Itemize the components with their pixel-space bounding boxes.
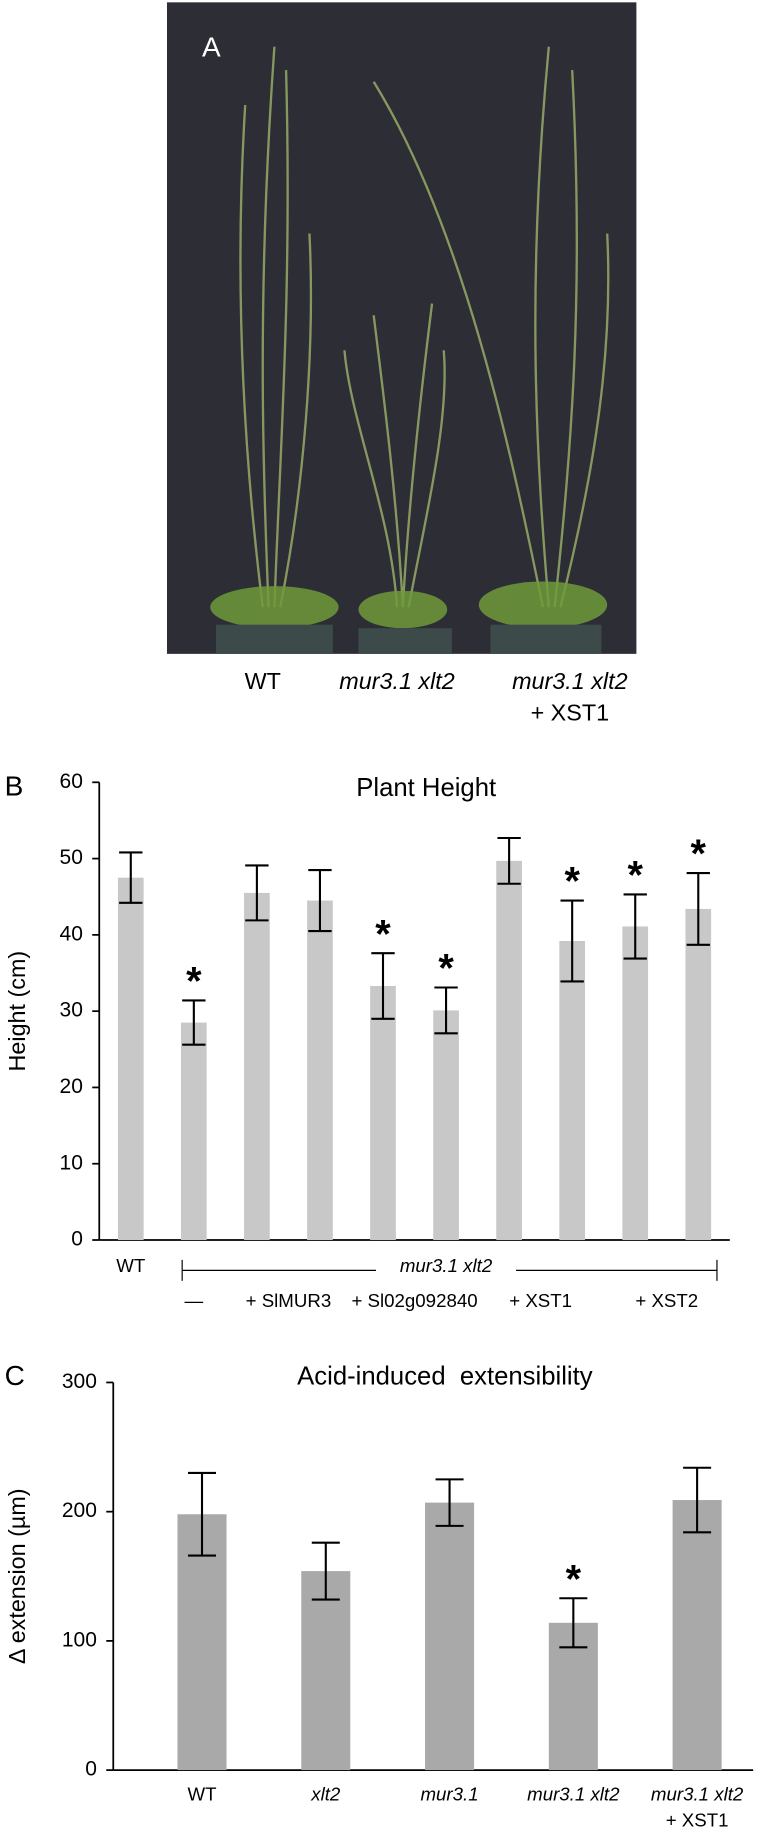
error-bar (497, 836, 521, 885)
rosettes (210, 581, 608, 629)
significance-marker: * (375, 912, 391, 956)
y-tick-label: 40 (60, 922, 83, 945)
x-tick-label: + Sl02g092840 (351, 1290, 477, 1311)
y-tick-label: 0 (85, 1758, 97, 1781)
y-tick-label: 300 (62, 1370, 97, 1393)
photo: A (166, 2, 637, 654)
y-tick-label: 60 (60, 770, 83, 793)
bar (117, 877, 144, 1241)
photo-label: mur3.1 xlt2 (512, 668, 627, 694)
panel-label: A (202, 31, 221, 62)
error-bar (311, 1541, 340, 1601)
photo-label: mur3.1 xlt2 (339, 668, 454, 694)
significance-marker: * (627, 854, 643, 898)
bar (301, 1571, 351, 1771)
panel-label: B (5, 771, 24, 802)
x-tick-label: + XST1 (509, 1290, 572, 1311)
y-axis-label: Δ extension (µm) (4, 1488, 30, 1664)
error-bar (308, 868, 332, 933)
bar (307, 900, 333, 1241)
bar (559, 940, 586, 1241)
x-tick-label: xlt2 (310, 1784, 341, 1805)
x-tick-label: mur3.1 (420, 1784, 478, 1805)
y-tick-label: 10 (60, 1151, 83, 1174)
bar (425, 1502, 475, 1771)
error-bar (623, 893, 647, 960)
error-bar (187, 1471, 217, 1557)
bar (433, 1010, 459, 1241)
significance-marker: * (564, 860, 580, 904)
significance-marker: * (186, 960, 202, 1004)
pots (216, 624, 602, 654)
x-tick-label: + SlMUR3 (246, 1290, 332, 1311)
bar (180, 1022, 207, 1241)
chart-title: Plant Height (356, 774, 496, 802)
group-label-bg (375, 1258, 517, 1283)
photo-label: WT (245, 668, 281, 694)
y-axis-label: Height (cm) (4, 951, 30, 1072)
error-bar (560, 899, 584, 983)
error-bar (371, 952, 395, 1020)
bar (496, 860, 522, 1241)
group-label: mur3.1 xlt2 (400, 1255, 493, 1276)
x-tick-label: WT (116, 1255, 145, 1276)
x-tick-label: mur3.1 xlt2 (651, 1784, 744, 1805)
photo-background (166, 2, 637, 654)
bar (622, 926, 649, 1241)
error-bar (182, 999, 206, 1046)
error-bar (245, 864, 269, 922)
plants (239, 46, 610, 608)
error-bar (119, 851, 143, 904)
y-tick-label: 200 (62, 1499, 97, 1522)
photo-label: + XST1 (531, 700, 610, 726)
bar (177, 1514, 227, 1771)
y-tick-label: 20 (60, 1075, 83, 1098)
bar (685, 908, 712, 1241)
significance-marker: * (691, 832, 707, 876)
significance-marker: * (566, 1557, 582, 1601)
x-tick-label: WT (187, 1784, 216, 1805)
panel-label: C (5, 1360, 25, 1391)
x-tick-label: — (185, 1290, 204, 1311)
error-bar (434, 986, 458, 1035)
error-bar (686, 872, 710, 946)
y-tick-label: 50 (60, 846, 83, 869)
bar (672, 1500, 722, 1771)
error-bar (683, 1466, 712, 1534)
error-bar (559, 1597, 588, 1649)
bar (370, 985, 396, 1241)
significance-marker: * (438, 947, 454, 991)
error-bar (435, 1478, 464, 1527)
y-tick-label: 100 (62, 1628, 97, 1651)
chart-title: Acid-induced extensibility (297, 1363, 593, 1391)
x-tick-label: mur3.1 xlt2 (527, 1784, 620, 1805)
x-tick-sublabel: + XST1 (666, 1809, 729, 1830)
bar (244, 892, 270, 1241)
x-tick-label: + XST2 (635, 1290, 698, 1311)
y-tick-label: 0 (71, 1228, 83, 1251)
y-tick-label: 30 (60, 999, 83, 1022)
